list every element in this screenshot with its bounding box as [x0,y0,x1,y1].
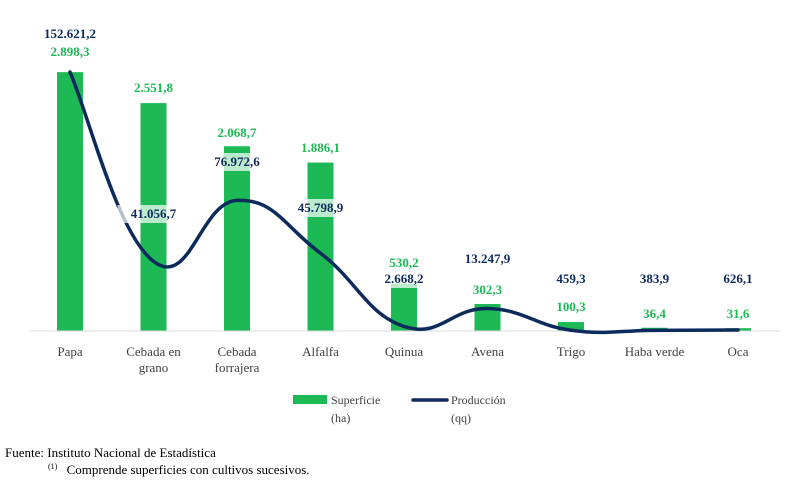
x-tick-label: Cebada en grano [126,344,181,375]
data-label-produccion: 383,9 [640,271,670,286]
data-label-produccion: 152.621,2 [44,26,96,41]
footnote: (1) Comprende superficies con cultivos s… [48,462,310,478]
x-tick-label: Oca [728,344,749,359]
production-line [68,70,740,335]
data-label-superficie: 2.898,3 [51,44,91,59]
x-tick-label: Quinua [385,344,424,359]
data-label-produccion: 41.056,7 [131,206,177,221]
data-label-superficie: 1.886,1 [301,140,340,155]
x-tick-label: Cebada forrajera [215,344,260,375]
x-tick-labels-group: Papa Cebada en grano Cebada forrajera Alfalfa… [57,344,748,375]
data-label-superficie: 530,2 [389,255,418,270]
source-note: Fuente: Instituto Nacional de Estadístic… [5,445,216,461]
chart: 2.898,3 2.551,8 2.068,7 1.886,1 530,2 302,3 10… [30,26,780,425]
legend-unit-superficie: (ha) [331,411,350,425]
source-text: Fuente: Instituto Nacional de Estadístic… [5,445,216,460]
legend-label-superficie: Superficie [331,393,380,407]
legend-swatch-superficie [293,395,327,404]
data-label-superficie: 2.551,8 [134,80,174,95]
legend: Superficie (ha) Producción (qq) [293,393,506,425]
data-label-produccion: 45.798,9 [298,200,344,215]
data-label-bg [117,205,190,223]
line-labels-group: 152.621,2 41.056,7 76.972,6 45.798,9 2.668,2… [44,26,753,288]
data-label-produccion: 626,1 [723,271,752,286]
data-label-produccion: 76.972,6 [214,154,260,169]
legend-label-produccion: Producción [451,393,506,407]
bar-superficie [224,146,250,331]
bars-group [57,72,751,331]
x-tick-label: Trigo [557,344,585,359]
data-label-produccion: 13.247,9 [465,251,511,266]
bar-superficie [57,72,83,331]
bar-superficie [558,322,584,331]
data-label-superficie: 302,3 [473,282,503,297]
x-tick-label: Alfalfa [302,344,339,359]
data-label-produccion: 459,3 [556,271,586,286]
data-label-bg [368,270,440,288]
data-label-bg [284,199,357,217]
data-label-superficie: 2.068,7 [218,125,258,140]
data-label-superficie: 100,3 [556,299,586,314]
x-tick-label: Haba verde [625,344,685,359]
footnote-marker: (1) [48,462,58,471]
data-label-superficie: 31,6 [727,306,750,321]
data-label-superficie: 36,4 [643,306,666,321]
legend-unit-produccion: (qq) [451,411,471,425]
x-tick-label: Avena [471,344,504,359]
data-label-bg [201,153,273,171]
bar-labels-group: 2.898,3 2.551,8 2.068,7 1.886,1 530,2 302,3 10… [51,44,750,321]
x-tick-label: Papa [57,344,83,359]
footnote-text: Comprende superficies con cultivos suces… [66,462,310,478]
data-label-produccion: 2.668,2 [385,271,424,286]
